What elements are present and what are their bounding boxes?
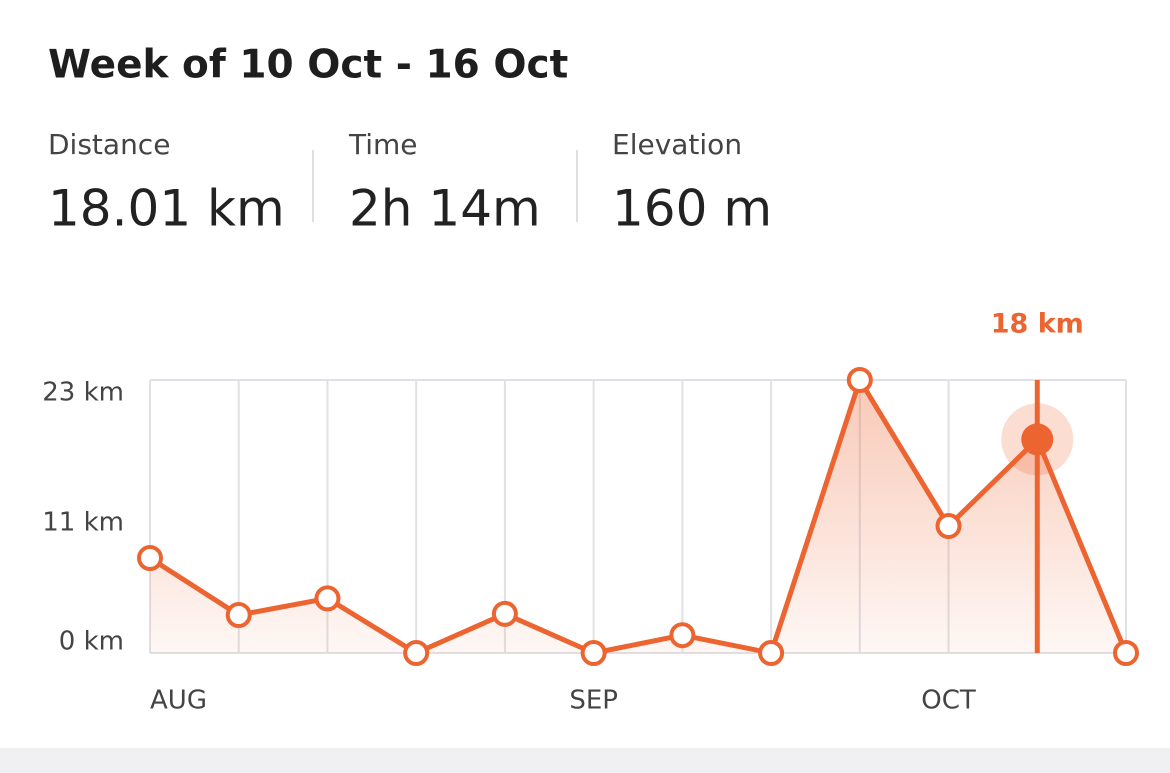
stat-label: Distance <box>48 128 170 161</box>
point <box>137 545 163 572</box>
y-tick-label: 0 km <box>59 627 124 657</box>
stat-value: 160 m <box>612 180 772 238</box>
line <box>148 377 1129 656</box>
data-label: 18 km <box>991 309 1084 340</box>
x-tick-label: OCT <box>921 686 976 716</box>
stat-value: 18.01 km <box>48 180 285 238</box>
point <box>1113 640 1139 666</box>
title: Week of 10 Oct - 16 Oct <box>48 43 568 88</box>
x-tick-label: AUG <box>150 686 207 716</box>
stat-value: 2h 14m <box>349 180 541 238</box>
stat-label: Elevation <box>612 128 742 161</box>
point <box>403 640 430 666</box>
area <box>150 380 1126 653</box>
point <box>491 600 518 627</box>
point <box>225 602 252 629</box>
y-tick-label: 23 km <box>42 378 124 408</box>
point <box>935 512 962 539</box>
highlight-point <box>1021 423 1054 456</box>
point <box>580 640 607 666</box>
point <box>846 367 873 393</box>
y-tick-label: 11 km <box>42 507 124 537</box>
x-tick-label: SEP <box>569 686 618 716</box>
bottom-strip <box>0 748 1170 773</box>
point <box>669 622 696 649</box>
stat-label: Time <box>348 128 418 161</box>
point <box>314 585 341 612</box>
point <box>758 640 785 666</box>
